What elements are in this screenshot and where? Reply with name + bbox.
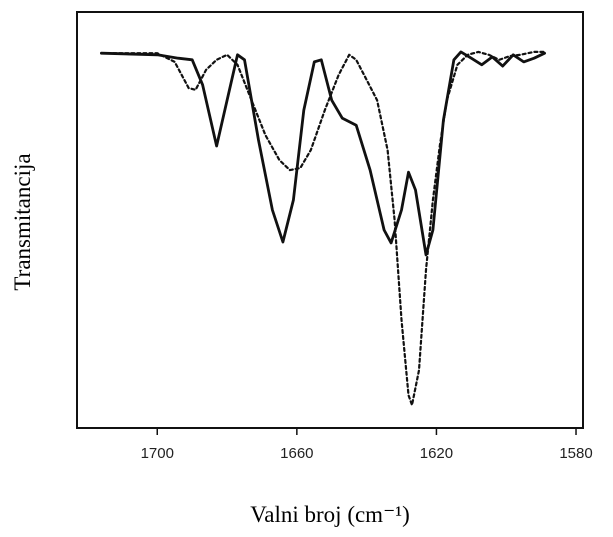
dashed-line <box>100 50 546 407</box>
x-tick-label: 1700 <box>141 445 174 462</box>
x-tick-label: 1620 <box>420 445 453 462</box>
plot-frame <box>76 11 584 429</box>
solid-line <box>100 50 546 257</box>
y-axis-label: Transmitancija <box>10 153 35 290</box>
x-tick-label: 1580 <box>559 445 592 462</box>
x-axis-label: Valni broj (cm⁻¹) <box>250 502 410 527</box>
x-tick-label: 1660 <box>280 445 313 462</box>
